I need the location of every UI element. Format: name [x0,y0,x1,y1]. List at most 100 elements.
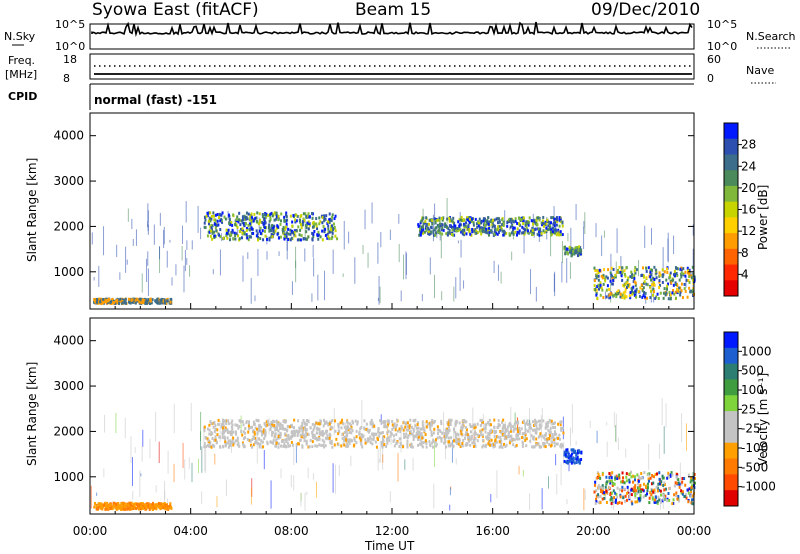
echo-cell [337,425,340,429]
echo-cell [630,488,633,492]
echo-cell [501,427,504,431]
echo-cell [432,231,435,235]
echo-cell [418,233,421,237]
echo-cell [255,234,258,238]
echo-cell [323,421,326,425]
echo-cell [365,427,368,431]
echo-cell [649,268,652,272]
echo-cell [355,441,358,445]
echo-cell [371,421,374,425]
echo-cell [687,269,690,273]
echo-cell [458,224,461,228]
freq-tick-high: 18 [63,53,77,66]
echo-cell [662,493,665,497]
echo-cell [624,287,627,291]
echo-streak [132,239,134,246]
echo-streak [540,415,542,442]
echo-cell [604,277,607,281]
echo-cell [675,266,678,270]
echo-cell [206,427,209,431]
echo-cell [420,225,423,229]
colorbar-swatch [724,123,738,140]
echo-cell [284,427,287,431]
echo-cell [319,235,322,239]
echo-cell [293,433,296,437]
echo-streak [645,299,647,304]
echo-cell [644,493,647,497]
echo-cell [295,429,298,433]
echo-streak [242,255,244,282]
echo-cell [688,272,691,276]
echo-streak [398,213,400,224]
echo-cell [419,221,422,225]
echo-cell [227,213,230,217]
echo-streak [332,463,334,493]
echo-cell [467,225,470,229]
echo-cell [265,420,268,424]
echo-cell [676,284,679,288]
echo-cell [500,228,503,232]
echo-cell [668,498,671,502]
echo-cell [279,219,282,223]
echo-streak [293,475,295,491]
echo-streak [257,248,259,276]
echo-cell [208,432,211,436]
echo-cell [452,216,455,220]
echo-cell [208,230,211,234]
echo-cell [609,279,612,283]
echo-cell [692,282,695,286]
echo-streak [317,274,319,301]
echo-cell [446,427,449,431]
echo-cell [291,220,294,224]
nave-tick-high: 60 [707,53,721,66]
echo-cell [639,483,642,487]
echo-cell [417,421,420,425]
echo-cell [355,429,358,433]
echo-cell [98,502,101,506]
echo-cell [493,224,496,228]
echo-cell [494,439,497,443]
echo-cell [618,501,621,505]
velocity-x-ticks [89,508,695,514]
echo-cell [514,427,517,431]
echo-cell [311,238,314,242]
echo-cell [614,476,617,480]
echo-cell [616,486,619,490]
echo-cell [168,506,171,510]
echo-cell [209,444,212,448]
echo-cell [156,297,159,301]
echo-cell [568,455,571,459]
echo-cell [599,283,602,287]
echo-cell [442,228,445,232]
echo-cell [241,221,244,225]
echo-cell [656,292,659,296]
echo-cell [415,433,418,437]
echo-streak [203,425,205,443]
echo-cell [608,296,611,300]
echo-cell [377,427,380,431]
echo-cell [450,233,453,237]
echo-cell [493,429,496,433]
nave-tick-low: 0 [707,72,714,85]
echo-cell [321,438,324,442]
echo-cell [646,486,649,490]
echo-cell [210,223,213,227]
echo-cell [241,215,244,219]
echo-cell [619,493,622,497]
echo-cell [214,427,217,431]
echo-cell [290,440,293,444]
echo-cell [291,224,294,228]
echo-cell [359,438,362,442]
echo-cell [664,293,667,297]
echo-cell [633,276,636,280]
echo-cell [547,428,550,432]
echo-cell [386,423,389,427]
echo-cell [484,430,487,434]
echo-cell [255,216,258,220]
echo-cell [537,442,540,446]
echo-cell [668,275,671,279]
echo-cell [487,216,490,220]
echo-cell [604,279,607,283]
echo-cell [419,233,422,237]
echo-cell [212,443,215,447]
